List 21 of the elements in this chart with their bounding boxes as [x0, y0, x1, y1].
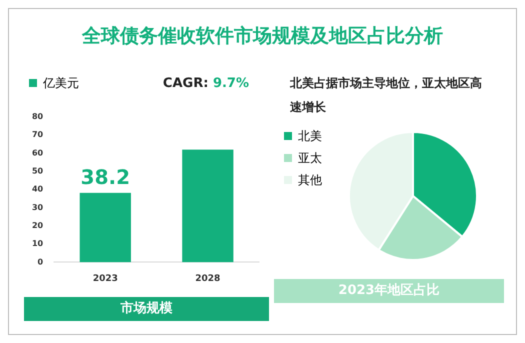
- y-tick-label: 30: [32, 202, 44, 212]
- text: 市场规模: [24, 297, 269, 321]
- y-tick-label: 20: [32, 220, 44, 230]
- legend-label: 北美: [297, 128, 322, 145]
- text: 38.2: [80, 165, 130, 190]
- chart-title: 全球债务催收软件市场规模及地区占比分析: [80, 24, 444, 49]
- legend-label: 亿美元: [42, 74, 79, 92]
- y-tick-label: 10: [32, 239, 44, 248]
- text: 2023年地区占比: [274, 279, 504, 303]
- y-tick-label: 50: [32, 166, 44, 176]
- y-tick-label: 70: [32, 130, 44, 140]
- y-tick-label: 40: [32, 184, 44, 194]
- chart-title: 北美占据市场主导地位，亚太地区高速增长: [288, 75, 483, 116]
- x-tick-label: 2028: [195, 274, 220, 284]
- legend-label: 其他: [297, 172, 322, 189]
- y-tick-label: 0: [38, 257, 44, 266]
- text: CAGR: 9.7%: [162, 76, 249, 90]
- legend-label: 亚太: [297, 150, 322, 167]
- y-tick-label: 60: [32, 148, 44, 158]
- y-tick-label: 80: [32, 112, 44, 122]
- x-tick-label: 2023: [92, 274, 118, 284]
